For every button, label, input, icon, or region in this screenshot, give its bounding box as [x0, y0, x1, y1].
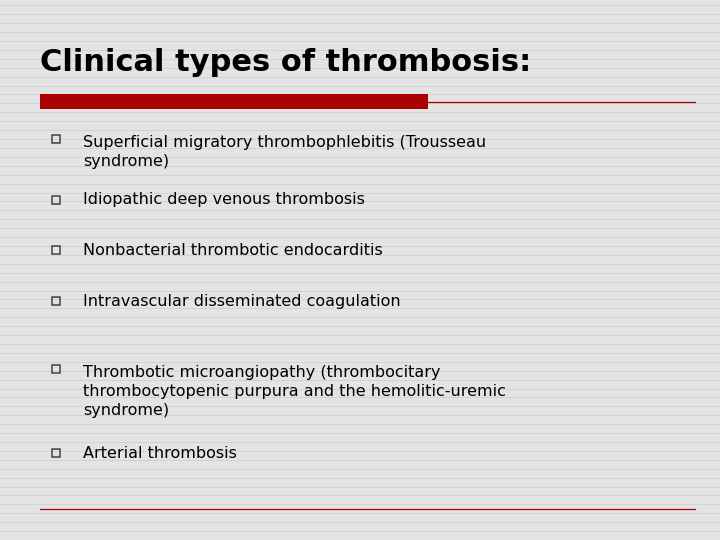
- Text: Superficial migratory thrombophlebitis (Trousseau
syndrome): Superficial migratory thrombophlebitis (…: [83, 135, 486, 170]
- Text: Clinical types of thrombosis:: Clinical types of thrombosis:: [40, 48, 531, 77]
- Bar: [52, 135, 60, 143]
- Bar: [52, 195, 60, 204]
- Bar: [52, 449, 60, 457]
- Bar: [52, 297, 60, 305]
- Text: Intravascular disseminated coagulation: Intravascular disseminated coagulation: [83, 294, 400, 309]
- Text: Thrombotic microangiopathy (thrombocitary
thrombocytopenic purpura and the hemol: Thrombotic microangiopathy (thrombocitar…: [83, 364, 505, 418]
- Bar: [52, 246, 60, 254]
- Bar: [40, 94, 428, 109]
- Text: Arterial thrombosis: Arterial thrombosis: [83, 446, 237, 461]
- Text: Nonbacterial thrombotic endocarditis: Nonbacterial thrombotic endocarditis: [83, 243, 382, 258]
- Text: Idiopathic deep venous thrombosis: Idiopathic deep venous thrombosis: [83, 192, 364, 207]
- Bar: [52, 364, 60, 373]
